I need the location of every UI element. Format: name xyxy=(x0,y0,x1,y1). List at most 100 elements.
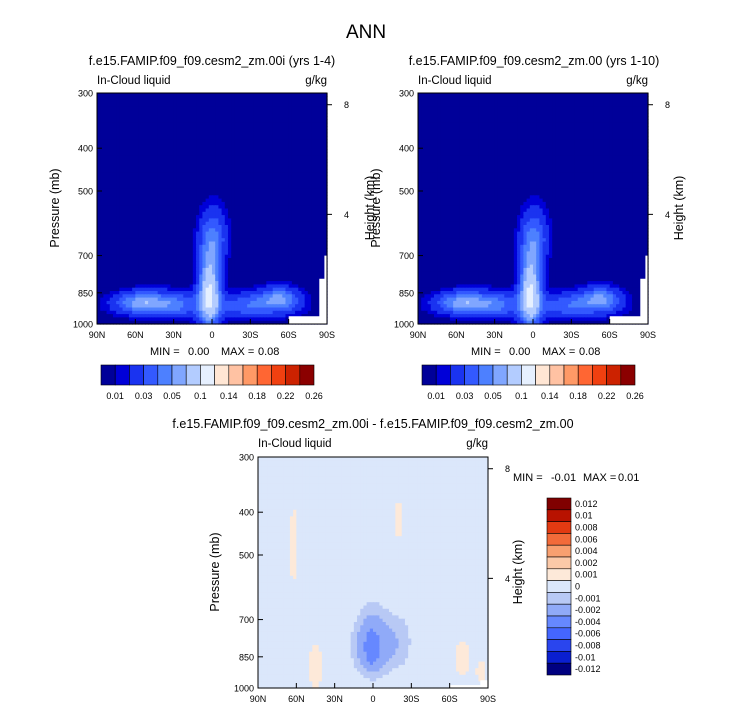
field-cell xyxy=(208,112,213,117)
field-cell xyxy=(317,132,322,137)
field-cell xyxy=(176,145,181,150)
field-cell xyxy=(170,149,175,153)
field-cell xyxy=(138,201,143,206)
field-cell xyxy=(311,168,315,173)
field-cell xyxy=(263,215,267,219)
field-cell xyxy=(253,195,258,200)
field-cell xyxy=(288,155,293,160)
field-cell xyxy=(189,145,194,150)
field-cell xyxy=(167,215,172,219)
field-cell xyxy=(144,215,149,219)
field-cell xyxy=(291,145,296,150)
field-cell xyxy=(269,135,274,140)
field-cell xyxy=(221,142,226,147)
field-cell xyxy=(151,102,156,107)
field-cell xyxy=(298,188,303,193)
field-cell xyxy=(250,221,255,226)
field-cell xyxy=(160,149,165,153)
field-cell xyxy=(138,99,143,104)
field-cell xyxy=(189,195,194,200)
field-cell xyxy=(224,116,229,120)
field-cell xyxy=(112,178,117,183)
field-cell xyxy=(231,139,235,144)
field-cell xyxy=(189,172,194,177)
field-cell xyxy=(176,135,181,140)
field-cell xyxy=(192,165,197,170)
field-cell xyxy=(240,119,245,124)
field-cell xyxy=(295,126,299,130)
field-cell xyxy=(125,152,130,157)
field-cell xyxy=(317,96,322,101)
field-cell xyxy=(221,102,226,107)
field-cell xyxy=(164,198,168,203)
field-cell xyxy=(215,175,219,180)
field-cell xyxy=(112,208,117,213)
field-cell xyxy=(167,168,172,173)
field-cell xyxy=(128,132,133,137)
field-cell xyxy=(279,185,283,190)
field-cell xyxy=(164,102,168,107)
field-cell xyxy=(183,135,188,140)
field-cell xyxy=(183,165,188,170)
field-cell xyxy=(144,211,149,216)
field-cell xyxy=(256,106,261,111)
field-cell xyxy=(259,106,264,111)
field-cell xyxy=(202,195,207,200)
field-cell xyxy=(221,188,226,193)
field-cell xyxy=(128,149,133,153)
field-cell xyxy=(192,129,197,134)
field-cell xyxy=(323,155,328,160)
field-cell xyxy=(119,152,124,157)
field-cell xyxy=(192,106,197,111)
field-cell xyxy=(135,175,140,180)
field-cell xyxy=(199,145,204,150)
field-cell xyxy=(263,152,267,157)
field-cell xyxy=(240,185,245,190)
field-cell xyxy=(164,208,168,213)
field-cell xyxy=(269,195,274,200)
field-cell xyxy=(259,192,264,196)
field-cell xyxy=(109,208,114,213)
field-cell xyxy=(157,99,162,104)
field-cell xyxy=(106,205,111,210)
field-cell xyxy=(266,208,271,213)
field-cell xyxy=(266,221,271,226)
field-cell xyxy=(148,198,152,203)
field-cell xyxy=(247,215,251,219)
field-cell xyxy=(109,99,114,104)
field-cell xyxy=(320,198,325,203)
field-cell xyxy=(183,205,188,210)
field-cell xyxy=(135,218,140,223)
panel-1-right-label: g/kg xyxy=(305,75,327,87)
field-cell xyxy=(189,132,194,137)
field-cell xyxy=(240,135,245,140)
field-cell xyxy=(298,152,303,157)
field-cell xyxy=(132,182,136,186)
field-cell xyxy=(208,132,213,137)
field-cell xyxy=(202,159,207,163)
field-cell xyxy=(317,135,322,140)
field-cell xyxy=(253,126,258,130)
field-cell xyxy=(144,159,149,163)
field-cell xyxy=(205,142,210,147)
field-cell xyxy=(202,221,207,226)
field-cell xyxy=(116,155,120,160)
field-cell xyxy=(323,201,328,206)
field-cell xyxy=(186,135,191,140)
field-cell xyxy=(314,175,319,180)
field-cell xyxy=(189,139,194,144)
field-cell xyxy=(208,192,213,196)
field-cell xyxy=(170,175,175,180)
field-cell xyxy=(237,205,242,210)
field-cell xyxy=(218,145,223,150)
field-cell xyxy=(250,126,255,130)
field-cell xyxy=(215,145,219,150)
field-cell xyxy=(128,205,133,210)
field-cell xyxy=(208,215,213,219)
field-cell xyxy=(298,145,303,150)
field-cell xyxy=(157,201,162,206)
field-cell xyxy=(282,165,287,170)
field-cell xyxy=(298,129,303,134)
field-cell xyxy=(106,195,111,200)
field-cell xyxy=(314,221,319,226)
